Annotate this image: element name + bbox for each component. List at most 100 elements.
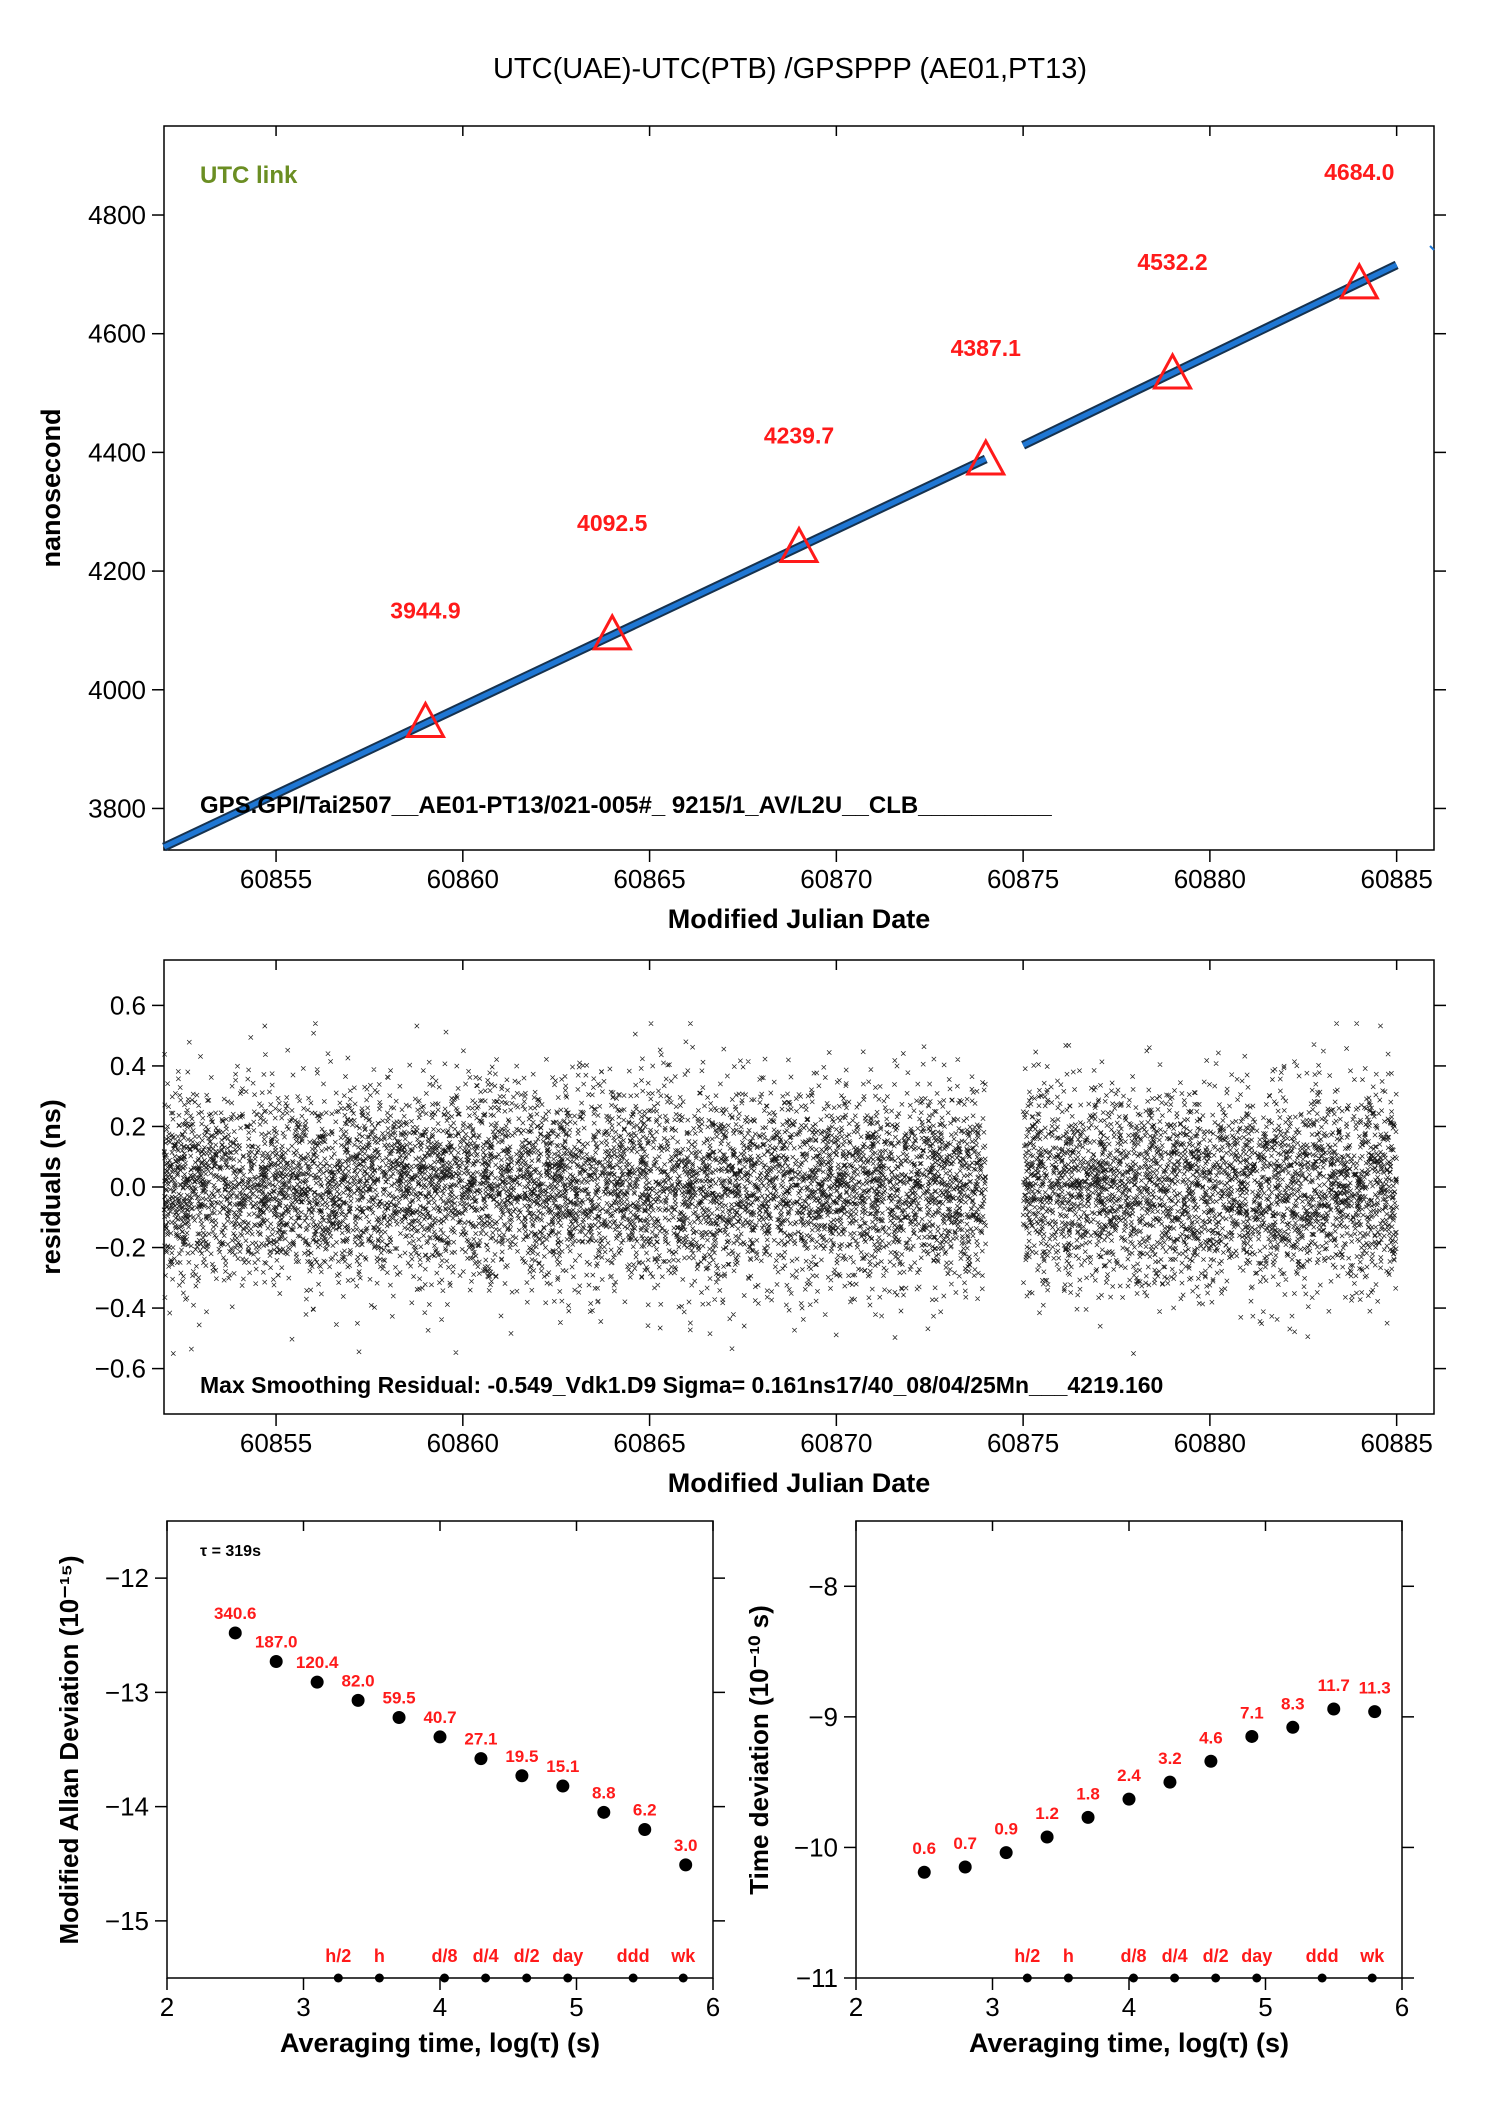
- interval-mark: [1317, 1973, 1327, 1983]
- deviation-point: [433, 1730, 447, 1744]
- deviation-point: [1204, 1754, 1218, 1768]
- offset-marker-triangle: [1152, 351, 1194, 390]
- tau-note: τ = 319s: [200, 1543, 261, 1560]
- deviation-point-label: 15.1: [546, 1757, 579, 1776]
- y-tick-label: 3800: [88, 793, 146, 823]
- residual-markers: [161, 1021, 1400, 1356]
- y-tick-label: −13: [105, 1677, 149, 1707]
- offset-chart: 60855 60860 60865 60870 60875 60880 60885 3800 4…: [36, 125, 1446, 934]
- deviation-point: [269, 1655, 283, 1669]
- offset-edge-mark: [1429, 245, 1435, 251]
- x-tick-label: 60860: [427, 864, 499, 894]
- y-tick-label: 0.4: [110, 1051, 146, 1081]
- x-tick-label: 60885: [1360, 864, 1432, 894]
- interval-mark: [522, 1973, 532, 1983]
- interval-mark-label: d/2: [514, 1946, 540, 1966]
- y-tick-label: 0.2: [110, 1111, 146, 1141]
- offset-y-axis-label: nanosecond: [36, 408, 66, 567]
- offset-plot-frame: [163, 125, 1435, 851]
- y-tick-label: −0.2: [95, 1233, 146, 1263]
- y-tick-label: −8: [808, 1571, 838, 1601]
- x-tick-label: 6: [706, 1992, 720, 2022]
- tdev-points: 0.6 0.7 0.9 1.2 1.8 2.4 3.2 4.6 7.1 8.3 11.7 11.3 h/…: [912, 1676, 1391, 1983]
- deviation-point: [999, 1846, 1013, 1860]
- offset-marker-label: 4387.1: [951, 335, 1022, 361]
- deviation-point: [1081, 1810, 1095, 1824]
- interval-mark: [1211, 1973, 1221, 1983]
- interval-mark-label: d/2: [1203, 1946, 1229, 1966]
- deviation-point: [556, 1779, 570, 1793]
- deviation-point-label: 3.0: [674, 1836, 698, 1855]
- y-tick-label: 0.6: [110, 990, 146, 1020]
- deviation-point: [917, 1865, 931, 1879]
- deviation-point-label: 0.6: [912, 1839, 936, 1858]
- interval-mark: [1170, 1973, 1180, 1983]
- utc-link-label: UTC link: [200, 162, 298, 189]
- x-tick-label: 2: [160, 1992, 174, 2022]
- y-tick-label: −11: [796, 1963, 838, 1993]
- deviation-point-label: 1.8: [1076, 1784, 1100, 1803]
- x-tick-label: 60855: [240, 1428, 312, 1458]
- interval-mark: [1129, 1973, 1139, 1983]
- deviation-point: [679, 1858, 693, 1872]
- x-tick-label: 2: [849, 1992, 863, 2022]
- y-tick-label: 4400: [88, 437, 146, 467]
- interval-mark-label: h/2: [1014, 1946, 1040, 1966]
- deviation-point: [1368, 1705, 1382, 1719]
- deviation-point: [1163, 1775, 1177, 1789]
- interval-mark: [440, 1973, 450, 1983]
- mdev-x-axis-label: Averaging time, log(τ) (s): [280, 2028, 600, 2058]
- deviation-point-label: 8.8: [592, 1783, 616, 1802]
- x-tick-label: 4: [1122, 1992, 1136, 2022]
- interval-mark-label: d/4: [1162, 1946, 1188, 1966]
- offset-footnote: GPS.GPI/Tai2507__AE01-PT13/021-005#_ 921…: [200, 792, 1052, 819]
- interval-mark-label: d/4: [473, 1946, 499, 1966]
- y-tick-label: −0.6: [95, 1354, 146, 1384]
- y-tick-label: 4200: [88, 556, 146, 586]
- deviation-point-label: 11.7: [1318, 1676, 1350, 1695]
- offset-marker-triangle: [404, 700, 446, 738]
- offset-axis-ticks: 60855 60860 60865 60870 60875 60880 60885 3800 4…: [88, 126, 1446, 894]
- x-tick-label: 5: [1258, 1992, 1272, 2022]
- x-tick-label: 60860: [427, 1428, 499, 1458]
- deviation-point-label: 11.3: [1359, 1679, 1391, 1698]
- deviation-point: [351, 1693, 365, 1707]
- interval-mark-label: wk: [670, 1946, 696, 1966]
- deviation-point-label: 8.3: [1281, 1694, 1305, 1713]
- x-tick-label: 60875: [987, 864, 1059, 894]
- y-tick-label: 0.0: [110, 1172, 146, 1202]
- deviation-point-label: 6.2: [633, 1800, 657, 1819]
- y-tick-label: −15: [105, 1906, 149, 1936]
- y-tick-label: −9: [808, 1702, 838, 1732]
- offset-marker-triangle: [965, 437, 1007, 476]
- offset-marker-label: 4239.7: [764, 423, 834, 449]
- interval-mark: [628, 1973, 638, 1983]
- x-tick-label: 60865: [613, 864, 685, 894]
- tdev-chart: 2 3 4 5 6 −11 −10 −9 −8 0.6 0.7 0.9 1.2 1.8 2.4 3.2 4.6…: [744, 1520, 1414, 2058]
- interval-mark: [563, 1973, 573, 1983]
- y-tick-label: 4600: [88, 319, 146, 349]
- tdev-axis-ticks: 2 3 4 5 6 −11 −10 −9 −8: [794, 1521, 1414, 2022]
- mdev-y-axis-label: Modified Allan Deviation (10⁻¹⁵): [54, 1556, 84, 1945]
- x-tick-label: 4: [433, 1992, 447, 2022]
- interval-mark: [1367, 1973, 1377, 1983]
- deviation-point-label: 82.0: [342, 1671, 375, 1690]
- residuals-chart: 60855 60860 60865 60870 60875 60880 60885 −0.6 −…: [36, 959, 1446, 1498]
- offset-x-axis-label: Modified Julian Date: [668, 904, 931, 934]
- interval-mark: [374, 1973, 384, 1983]
- offset-line: [1022, 262, 1398, 448]
- y-tick-label: −12: [105, 1563, 149, 1593]
- interval-mark-label: h/2: [325, 1946, 351, 1966]
- interval-mark-label: d/8: [1120, 1946, 1146, 1966]
- deviation-point-label: 187.0: [255, 1633, 298, 1652]
- y-tick-label: 4000: [88, 675, 146, 705]
- deviation-point: [1327, 1702, 1341, 1716]
- interval-mark-label: h: [1063, 1946, 1074, 1966]
- x-tick-label: 60880: [1174, 1428, 1246, 1458]
- deviation-point: [228, 1626, 242, 1640]
- offset-marker-triangle: [591, 612, 633, 651]
- deviation-point: [1286, 1720, 1300, 1734]
- offset-marker-triangle: [1338, 261, 1380, 300]
- deviation-point: [1245, 1729, 1259, 1743]
